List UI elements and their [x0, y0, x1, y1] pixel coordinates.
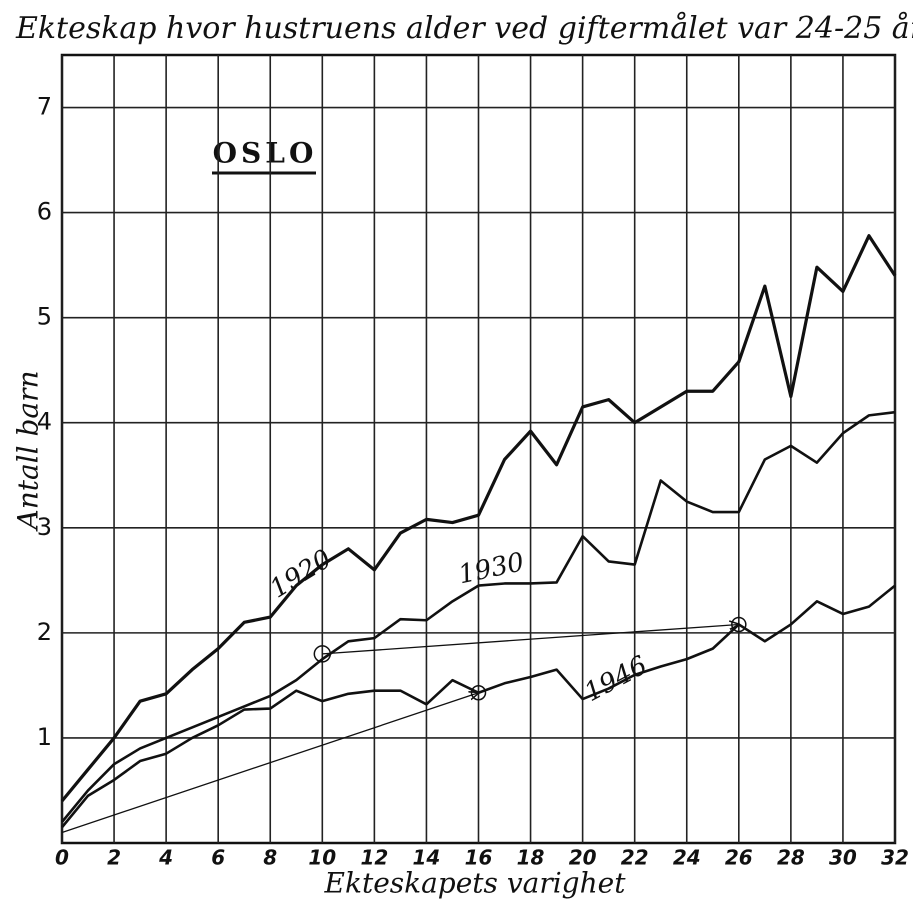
series-line [60, 234, 897, 802]
x-tick-label: 20 [569, 846, 597, 870]
x-tick-label: 2 [107, 846, 121, 870]
x-tick-label: 24 [673, 846, 701, 870]
x-axis-label: Ekteskapets varighet [324, 867, 627, 900]
x-tick-label: 0 [55, 846, 69, 870]
series-line [60, 410, 896, 823]
arrow [322, 624, 739, 655]
y-tick-label: 7 [37, 93, 52, 121]
x-tick-label: 18 [517, 846, 545, 870]
x-tick-label: 26 [725, 846, 753, 870]
x-tick-label: 22 [621, 846, 649, 870]
y-tick-label: 6 [37, 198, 52, 226]
series-line [60, 584, 896, 829]
y-tick-label: 4 [37, 408, 52, 436]
series-label: 1920 [265, 544, 337, 605]
y-tick-label: 5 [37, 303, 52, 331]
x-tick-label: 10 [308, 846, 336, 870]
y-tick-label: 3 [37, 513, 52, 541]
y-tick-label: 2 [37, 618, 52, 646]
chart-title: Ekteskap hvor hustruens alder ved gifter… [15, 11, 913, 46]
x-tick-label: 4 [158, 846, 173, 870]
arrow-circle [470, 685, 487, 701]
x-tick-label: 30 [829, 846, 857, 870]
x-tick-label: 32 [881, 846, 909, 870]
x-tick-label: 28 [777, 846, 805, 870]
arrow-circle [731, 616, 747, 633]
y-axis-label: Antall barn [12, 370, 45, 532]
y-tick-label: 1 [37, 723, 52, 751]
x-tick-label: 16 [465, 846, 493, 870]
x-tick-label: 14 [413, 846, 441, 870]
x-tick-label: 8 [263, 846, 277, 870]
x-tick-label: 6 [211, 846, 225, 870]
series-label: 1946 [580, 650, 653, 708]
x-tick-label: 12 [360, 846, 388, 870]
annotation: OSLO [213, 137, 318, 170]
arrow [61, 693, 479, 834]
